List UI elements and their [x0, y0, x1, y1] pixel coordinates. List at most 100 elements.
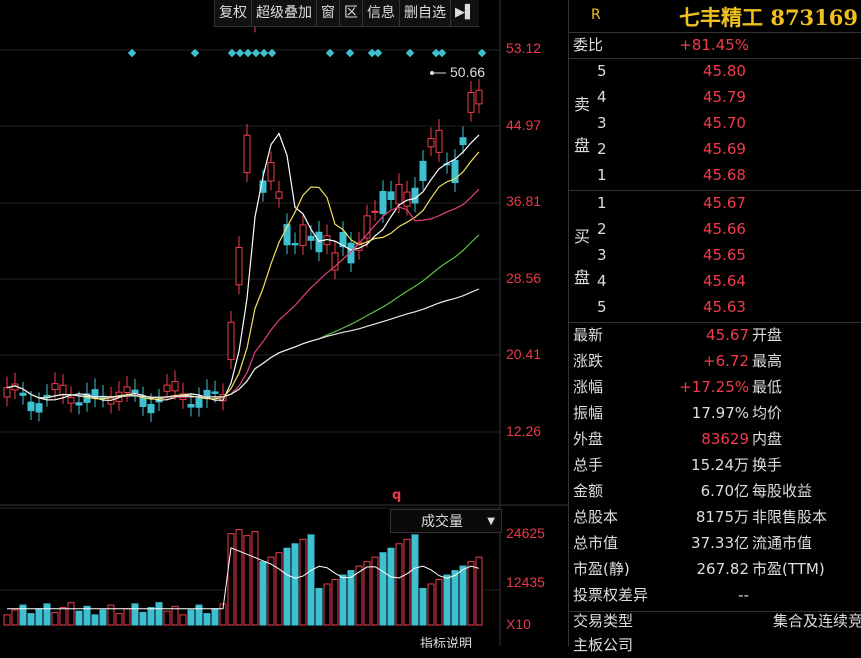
signal-diamond [431, 48, 441, 58]
volume-bar [259, 561, 267, 626]
candle-body [427, 138, 435, 148]
volume-bar [307, 534, 315, 626]
quote-row: 振幅 17.97% 均价 [569, 400, 861, 426]
volume-bar [67, 602, 75, 626]
price-axis-label: 44.97 [506, 117, 542, 133]
quote-value: 6.70亿 [700, 482, 749, 500]
volume-bar [419, 587, 427, 626]
candle-body [107, 397, 115, 405]
indicator-description-tab[interactable]: 指标说明 [420, 637, 473, 648]
chart-toolbar: 复权 超级叠加 窗 区 信息 删自选 ▶▌ [214, 0, 479, 27]
volume-bar [195, 604, 203, 626]
sell-level-row[interactable]: 3 45.70 [569, 110, 861, 136]
candle-body [259, 180, 267, 193]
candle-body [51, 383, 59, 391]
sell-level-row[interactable]: 5 45.80 [569, 58, 861, 84]
signal-diamond [373, 48, 383, 58]
volume-bar [251, 531, 259, 626]
quote-row: 交易类型 集合及连续竞 [569, 608, 861, 634]
ma40-line [6, 234, 480, 399]
quote-label: 外盘 [573, 430, 604, 448]
info-button[interactable]: 信息 [362, 0, 399, 26]
candle-body [411, 187, 419, 204]
level-price: 45.79 [703, 88, 746, 106]
level-number: 2 [597, 220, 607, 238]
quote-row: 涨幅 +17.25% 最低 [569, 374, 861, 400]
volume-bar [211, 608, 219, 626]
quote-value: 8175万 [695, 508, 749, 526]
quote-row: 总股本 8175万 非限售股本 [569, 504, 861, 530]
ma60-line [6, 288, 480, 399]
volume-bar [363, 561, 371, 626]
volume-bar [435, 579, 443, 626]
candle-body [331, 252, 339, 271]
signal-diamond [190, 48, 200, 58]
price-axis-label: 28.56 [506, 270, 542, 286]
quote-label: 涨跌 [573, 352, 604, 370]
high-marker-dot [430, 71, 434, 75]
sell-level-row[interactable]: 2 45.69 [569, 136, 861, 162]
price-axis-label: 12.26 [506, 423, 542, 439]
quote-label: 总市值 [573, 534, 619, 552]
quote-label: 最新 [573, 326, 604, 344]
level-number: 4 [597, 88, 607, 106]
volume-bar [75, 610, 83, 626]
fuquan-button[interactable]: 复权 [214, 0, 251, 26]
volume-bar [299, 538, 307, 626]
volume-bar [355, 565, 363, 626]
candle-body [275, 191, 283, 199]
volume-bar [451, 570, 459, 626]
signal-diamond [235, 48, 245, 58]
kline-chart[interactable] [0, 0, 568, 646]
quote-row: 最新 45.67 开盘 [569, 322, 861, 348]
remove-favorite-button[interactable]: 删自选 [399, 0, 450, 26]
candle-body [395, 183, 403, 205]
level-number: 1 [597, 166, 607, 184]
volume-bar [403, 538, 411, 626]
sell-label: 卖 [573, 95, 590, 114]
candle-body [459, 137, 467, 146]
volume-bar [371, 556, 379, 626]
buy-level-row[interactable]: 4 45.64 [569, 268, 861, 294]
volume-bar [123, 608, 131, 626]
quote-label-2: 最低 [752, 378, 783, 396]
window-button[interactable]: 窗 [316, 0, 339, 26]
buy-level-row[interactable]: 1 45.67 [569, 190, 861, 216]
volume-bar [51, 611, 59, 626]
signal-diamond [345, 48, 355, 58]
volume-bar [99, 609, 107, 626]
range-button[interactable]: 区 [339, 0, 362, 26]
candle-body [195, 398, 203, 408]
level-price: 45.67 [703, 194, 746, 212]
quote-label: 总手 [573, 456, 604, 474]
buy-level-row[interactable]: 3 45.65 [569, 242, 861, 268]
candle-body [435, 129, 443, 153]
quote-label-2: 市盈(TTM) [752, 560, 825, 578]
sell-level-row[interactable]: 4 45.79 [569, 84, 861, 110]
collapse-right-icon[interactable]: ▶▌ [450, 0, 479, 26]
buy-level-row[interactable]: 2 45.66 [569, 216, 861, 242]
volume-indicator-select[interactable]: 成交量 ▼ [390, 509, 502, 533]
kline-chart-area[interactable]: 复权 超级叠加 窗 区 信息 删自选 ▶▌ 53.12 44.97 36.81 … [0, 0, 568, 648]
candle-body [307, 235, 315, 241]
quote-label-2: 每股收益 [752, 482, 813, 500]
signal-diamond [405, 48, 415, 58]
candle-body [227, 321, 235, 361]
quote-row: 投票权差异 -- [569, 582, 861, 608]
quote-value: +17.25% [679, 378, 749, 396]
sell-level-row[interactable]: 1 45.68 [569, 162, 861, 188]
quote-row: 涨跌 +6.72 最高 [569, 348, 861, 374]
volume-bar [235, 529, 243, 626]
volume-bar [91, 614, 99, 626]
volume-bar [459, 565, 467, 626]
super-overlay-button[interactable]: 超级叠加 [251, 0, 316, 26]
quote-label-2: 均价 [752, 404, 783, 422]
level-price: 45.64 [703, 272, 746, 290]
quote-label: 涨幅 [573, 378, 604, 396]
candle-body [123, 386, 131, 394]
signal-diamond [227, 48, 237, 58]
candle-body [27, 401, 35, 412]
buy-level-row[interactable]: 5 45.63 [569, 294, 861, 320]
volume-bar [187, 609, 195, 626]
buy-label: 盘 [573, 268, 590, 287]
